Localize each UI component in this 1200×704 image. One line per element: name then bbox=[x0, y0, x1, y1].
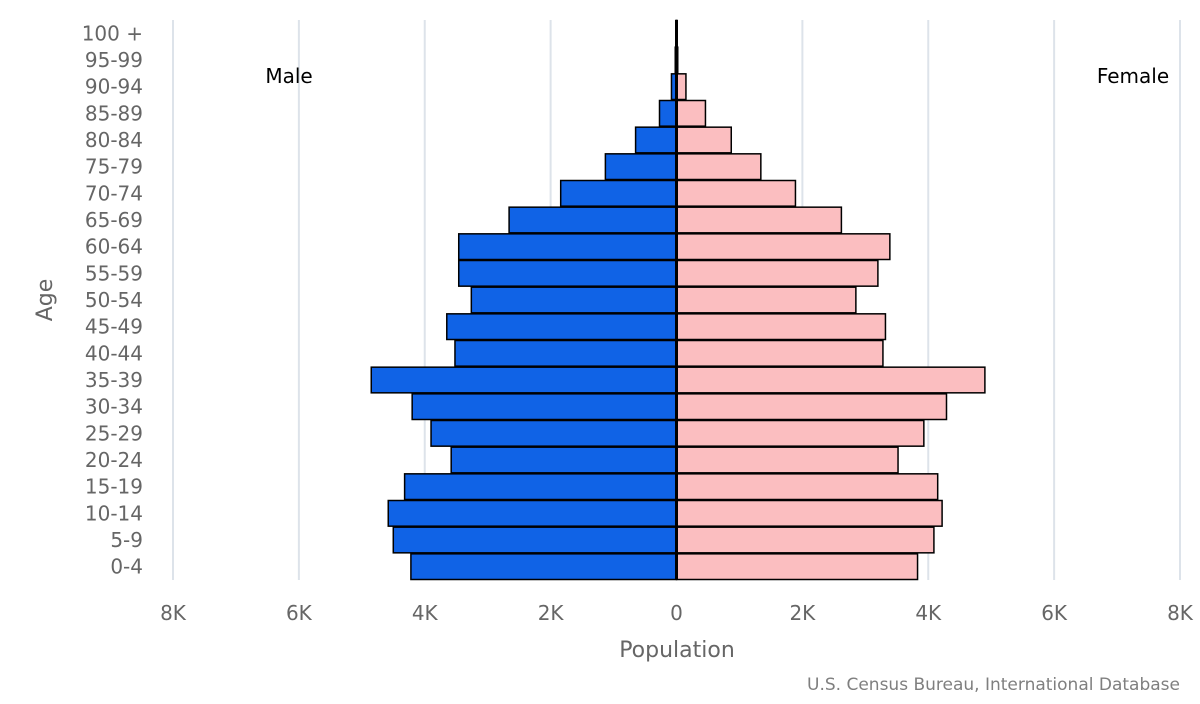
y-tick-label: 65-69 bbox=[85, 208, 143, 232]
male-bar bbox=[559, 179, 678, 207]
y-tick-label: 35-39 bbox=[85, 368, 143, 392]
male-bar bbox=[658, 99, 678, 127]
x-axis-title: Population bbox=[619, 638, 735, 663]
y-tick-label: 20-24 bbox=[85, 448, 143, 472]
y-tick-label: 60-64 bbox=[85, 235, 143, 259]
x-tick-label: 8K bbox=[1167, 601, 1194, 625]
x-tick-label: 4K bbox=[412, 601, 439, 625]
y-tick-label: 45-49 bbox=[85, 315, 143, 339]
male-bar bbox=[470, 286, 678, 314]
female-bar bbox=[675, 179, 797, 207]
x-tick-label: 0 bbox=[670, 601, 683, 625]
y-tick-label: 10-14 bbox=[85, 501, 143, 525]
male-bar bbox=[457, 233, 678, 261]
female-bar bbox=[675, 446, 899, 474]
female-bar bbox=[675, 499, 943, 527]
female-bar bbox=[675, 366, 986, 394]
x-tick-labels: 8K 6K 4K 2K 0 2K 4K 6K 8K bbox=[160, 601, 1194, 625]
y-axis-title: Age bbox=[33, 279, 58, 322]
female-bar bbox=[675, 553, 919, 581]
female-bar bbox=[675, 126, 733, 154]
female-bar bbox=[675, 393, 948, 421]
source-credit: U.S. Census Bureau, International Databa… bbox=[807, 675, 1180, 695]
x-tick-label: 8K bbox=[160, 601, 187, 625]
female-bar bbox=[675, 419, 925, 447]
x-tick-label: 6K bbox=[286, 601, 313, 625]
male-bar bbox=[387, 499, 678, 527]
y-tick-label: 75-79 bbox=[85, 155, 143, 179]
bars bbox=[370, 19, 986, 581]
female-side-label: Female bbox=[1097, 64, 1169, 88]
y-tick-label: 25-29 bbox=[85, 421, 143, 445]
female-bar bbox=[675, 233, 891, 261]
y-tick-label: 0-4 bbox=[110, 555, 143, 579]
y-tick-label: 55-59 bbox=[85, 261, 143, 285]
y-tick-label: 30-34 bbox=[85, 395, 143, 419]
x-tick-label: 6K bbox=[1041, 601, 1068, 625]
female-bar bbox=[675, 259, 879, 287]
x-tick-label: 2K bbox=[538, 601, 565, 625]
y-tick-label: 95-99 bbox=[85, 48, 143, 72]
male-bar bbox=[392, 526, 678, 554]
y-tick-label: 90-94 bbox=[85, 75, 143, 99]
male-bar bbox=[508, 206, 678, 234]
male-bar bbox=[604, 153, 678, 181]
male-bar bbox=[411, 393, 678, 421]
male-bar bbox=[450, 446, 678, 474]
y-tick-label: 5-9 bbox=[110, 528, 143, 552]
male-bar bbox=[430, 419, 678, 447]
female-bar bbox=[675, 206, 843, 234]
y-tick-label: 70-74 bbox=[85, 181, 143, 205]
male-bar bbox=[457, 259, 678, 287]
male-bar bbox=[634, 126, 678, 154]
female-bar bbox=[675, 473, 939, 501]
male-side-label: Male bbox=[265, 64, 312, 88]
male-bar bbox=[410, 553, 678, 581]
y-tick-label: 100 + bbox=[82, 21, 143, 45]
y-tick-label: 15-19 bbox=[85, 475, 143, 499]
x-tick-label: 4K bbox=[915, 601, 942, 625]
female-bar bbox=[675, 526, 935, 554]
female-bar bbox=[675, 339, 884, 367]
female-bar bbox=[675, 99, 707, 127]
y-tick-label: 85-89 bbox=[85, 101, 143, 125]
y-tick-label: 80-84 bbox=[85, 128, 143, 152]
female-bar bbox=[675, 286, 857, 314]
y-tick-label: 50-54 bbox=[85, 288, 143, 312]
male-bar bbox=[403, 473, 678, 501]
y-tick-label: 40-44 bbox=[85, 341, 143, 365]
x-tick-label: 2K bbox=[789, 601, 816, 625]
female-bar bbox=[675, 313, 887, 341]
male-bar bbox=[454, 339, 678, 367]
female-bar bbox=[675, 153, 762, 181]
male-bar bbox=[446, 313, 678, 341]
male-bar bbox=[370, 366, 678, 394]
